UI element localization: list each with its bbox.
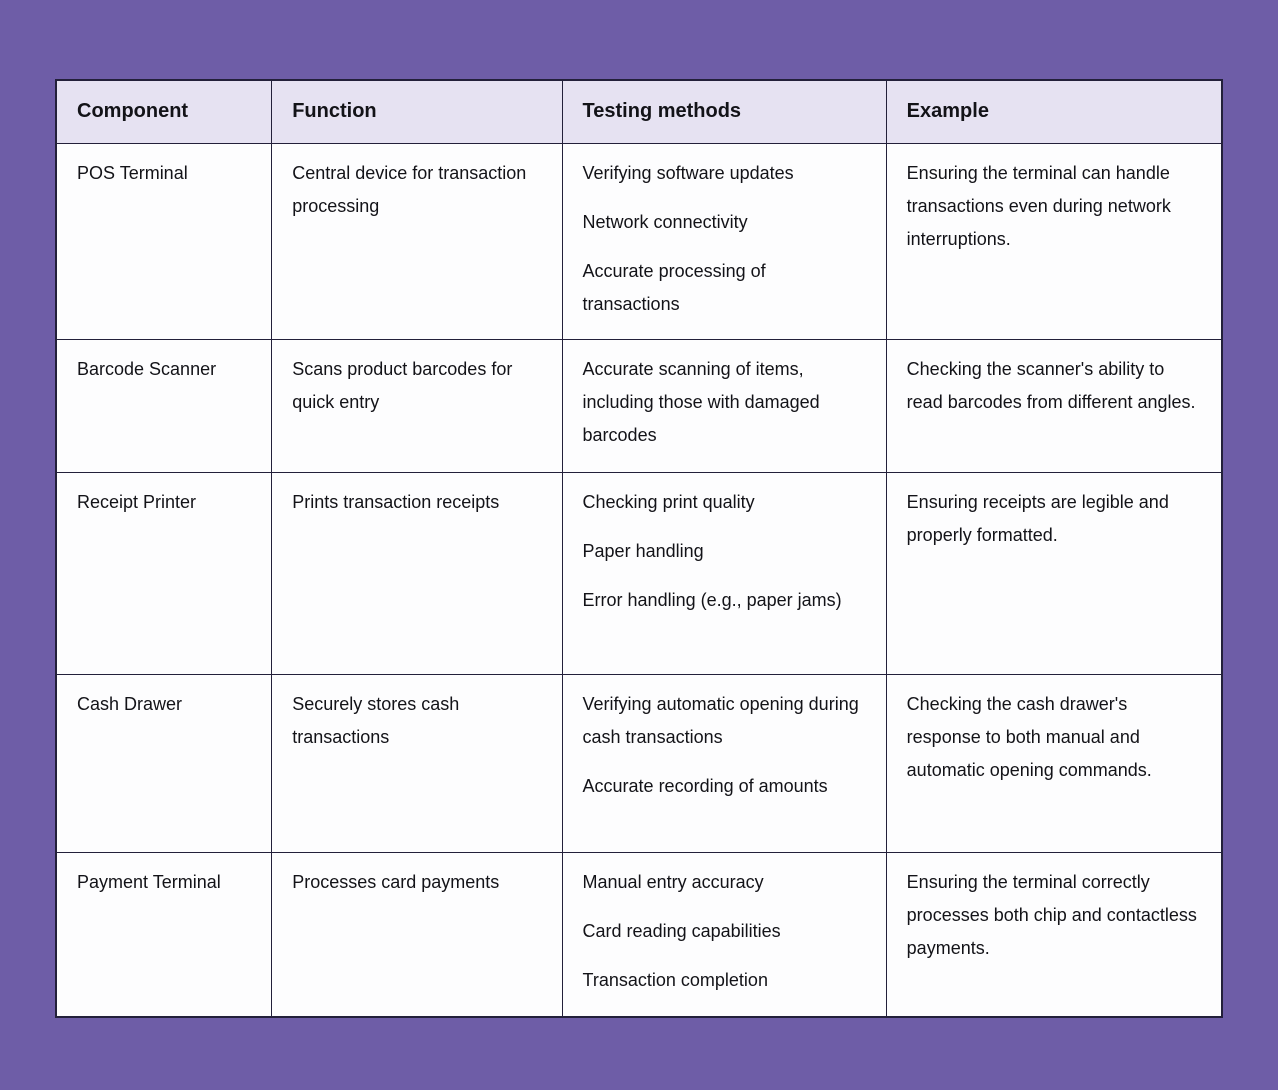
table-row: Barcode Scanner Scans product barcodes fo… bbox=[55, 338, 1223, 473]
cell-paragraph: Barcode Scanner bbox=[77, 358, 217, 379]
cell-paragraph: Card reading capabilities bbox=[582, 920, 781, 941]
header-example: Example bbox=[885, 79, 1223, 144]
cell-testing-methods: Checking print quality Paper handling Erro… bbox=[561, 471, 887, 675]
cell-paragraph: Network connectivity bbox=[582, 211, 748, 232]
cell-example: Ensuring receipts are legible and proper… bbox=[885, 471, 1223, 675]
cell-example: Ensuring the terminal correctly processe… bbox=[885, 851, 1223, 1018]
cell-paragraph: Verifying software updates bbox=[582, 162, 794, 183]
cell-paragraph: Prints transaction receipts bbox=[292, 491, 500, 512]
cell-function: Central device for transaction processin… bbox=[271, 142, 563, 340]
cell-testing-methods: Accurate scanning of items, including th… bbox=[561, 338, 887, 473]
cell-paragraph: Accurate processing of transactions bbox=[582, 260, 766, 314]
table-row: Receipt Printer Prints transaction receip… bbox=[55, 471, 1223, 675]
header-testing-methods: Testing methods bbox=[561, 79, 887, 144]
pos-components-table-container: Component Function Testing methods Examp… bbox=[55, 79, 1223, 1018]
cell-paragraph: Processes card payments bbox=[292, 871, 500, 892]
cell-function: Securely stores cash transactions bbox=[271, 673, 563, 853]
cell-paragraph: Accurate scanning of items, including th… bbox=[582, 358, 820, 445]
cell-testing-methods: Manual entry accuracy Card reading capabi… bbox=[561, 851, 887, 1018]
cell-paragraph: Paper handling bbox=[582, 540, 704, 561]
table-header-row: Component Function Testing methods Examp… bbox=[55, 79, 1223, 144]
cell-paragraph: Securely stores cash transactions bbox=[292, 693, 460, 747]
cell-paragraph: Ensuring the terminal correctly processe… bbox=[906, 871, 1197, 958]
cell-paragraph: Ensuring the terminal can handle transac… bbox=[906, 162, 1171, 249]
header-component: Component bbox=[55, 79, 273, 144]
cell-paragraph: POS Terminal bbox=[77, 162, 188, 183]
cell-paragraph: Scans product barcodes for quick entry bbox=[292, 358, 513, 412]
cell-paragraph: Accurate recording of amounts bbox=[582, 775, 828, 796]
cell-paragraph: Transaction completion bbox=[582, 969, 768, 990]
table-row: POS Terminal Central device for transacti… bbox=[55, 142, 1223, 340]
cell-component: Barcode Scanner bbox=[55, 338, 273, 473]
cell-paragraph: Cash Drawer bbox=[77, 693, 183, 714]
cell-paragraph: Error handling (e.g., paper jams) bbox=[582, 589, 842, 610]
cell-example: Checking the scanner's ability to read b… bbox=[885, 338, 1223, 473]
pos-components-table: Component Function Testing methods Examp… bbox=[55, 79, 1223, 1018]
cell-paragraph: Receipt Printer bbox=[77, 491, 197, 512]
cell-paragraph: Checking the cash drawer's response to b… bbox=[906, 693, 1152, 780]
cell-function: Scans product barcodes for quick entry bbox=[271, 338, 563, 473]
table-row: Cash Drawer Securely stores cash transact… bbox=[55, 673, 1223, 853]
cell-paragraph: Manual entry accuracy bbox=[582, 871, 764, 892]
cell-paragraph: Checking the scanner's ability to read b… bbox=[906, 358, 1196, 412]
cell-component: Receipt Printer bbox=[55, 471, 273, 675]
cell-component: Payment Terminal bbox=[55, 851, 273, 1018]
cell-paragraph: Verifying automatic opening during cash … bbox=[582, 693, 859, 747]
cell-paragraph: Payment Terminal bbox=[77, 871, 221, 892]
cell-paragraph: Ensuring receipts are legible and proper… bbox=[906, 491, 1169, 545]
cell-example: Ensuring the terminal can handle transac… bbox=[885, 142, 1223, 340]
cell-paragraph: Checking print quality bbox=[582, 491, 755, 512]
header-function: Function bbox=[271, 79, 563, 144]
cell-testing-methods: Verifying software updates Network connec… bbox=[561, 142, 887, 340]
cell-example: Checking the cash drawer's response to b… bbox=[885, 673, 1223, 853]
cell-function: Prints transaction receipts bbox=[271, 471, 563, 675]
cell-component: Cash Drawer bbox=[55, 673, 273, 853]
cell-component: POS Terminal bbox=[55, 142, 273, 340]
cell-paragraph: Central device for transaction processin… bbox=[292, 162, 527, 216]
cell-function: Processes card payments bbox=[271, 851, 563, 1018]
table-row: Payment Terminal Processes card payments M… bbox=[55, 851, 1223, 1018]
cell-testing-methods: Verifying automatic opening during cash … bbox=[561, 673, 887, 853]
